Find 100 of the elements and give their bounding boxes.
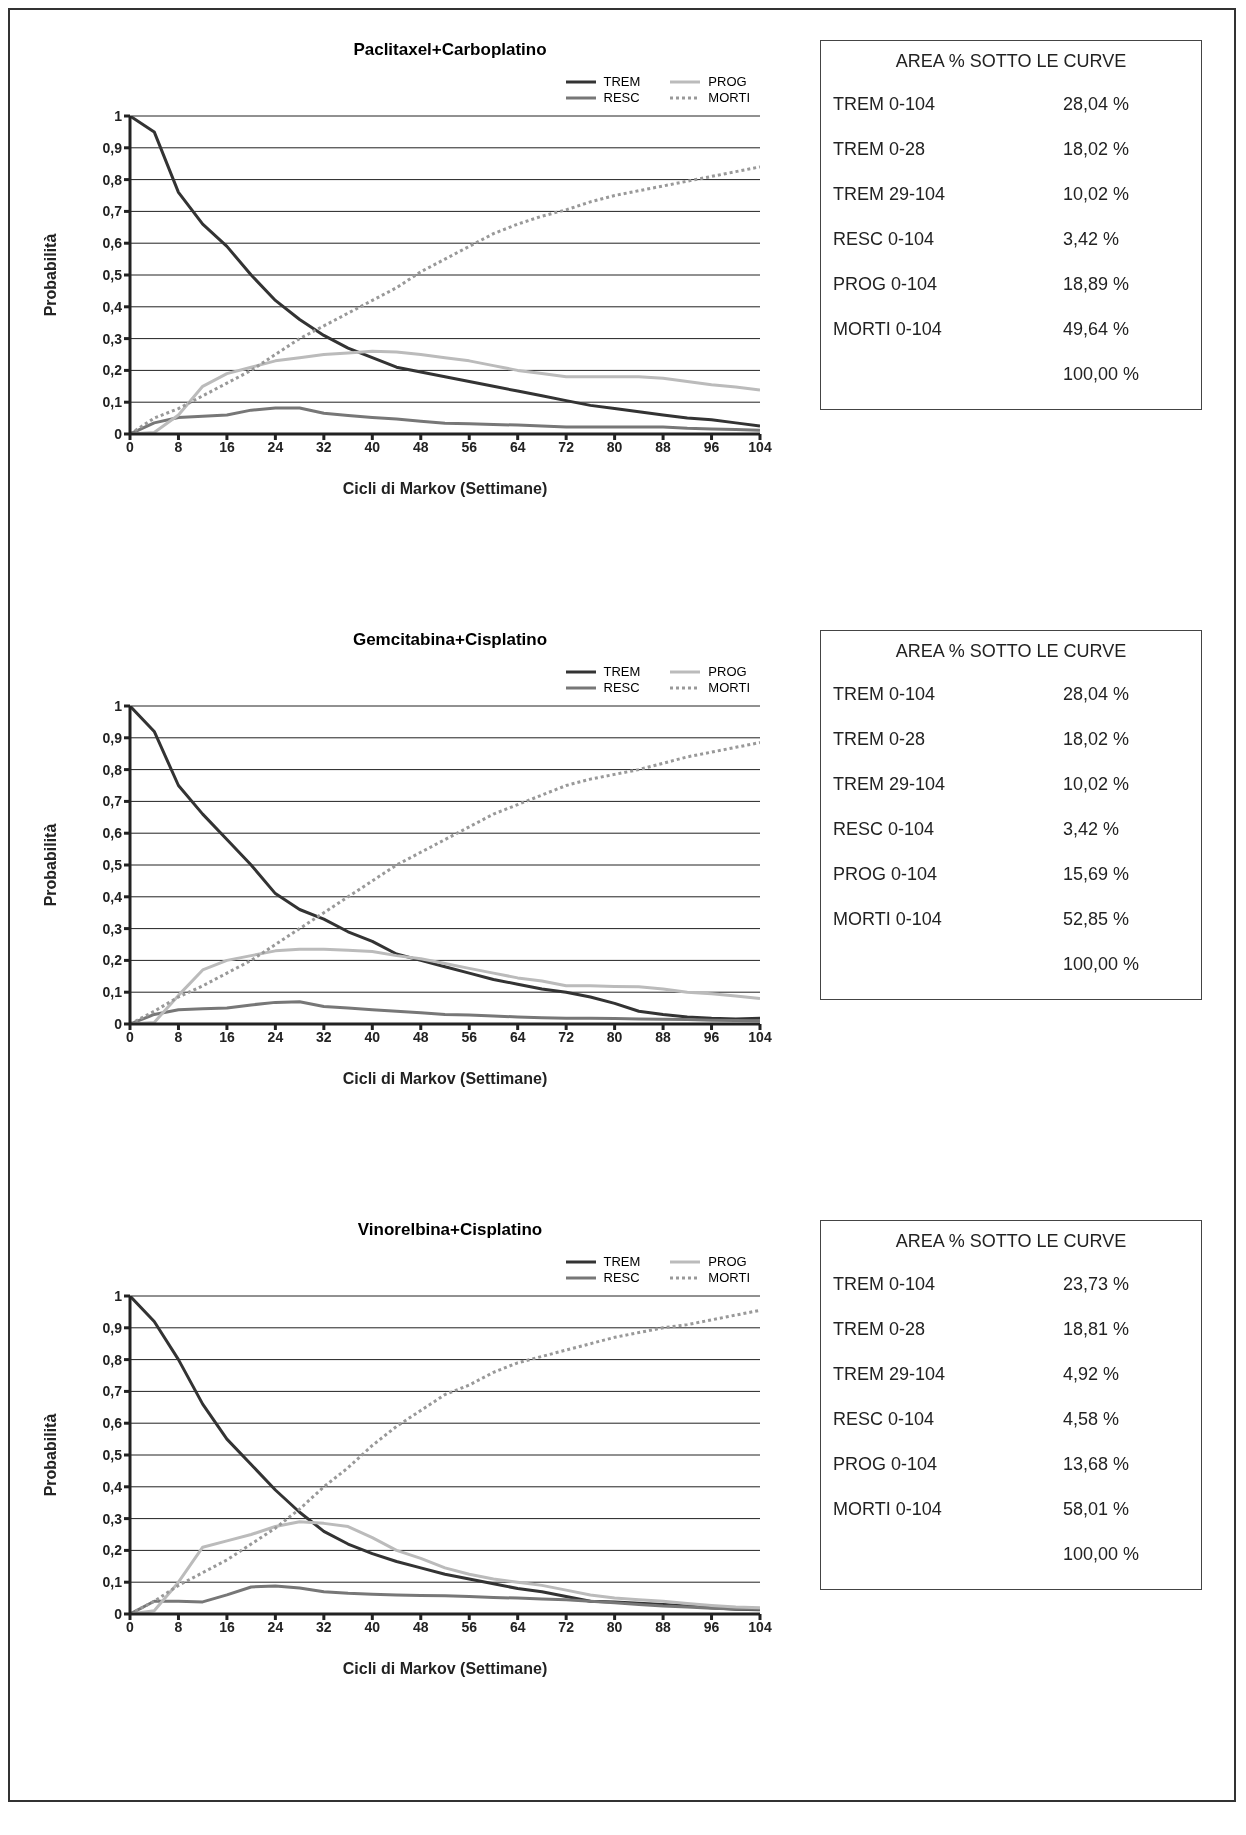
y-axis-title: Probabilità bbox=[41, 1413, 59, 1497]
chart-title: Vinorelbina+Cisplatino bbox=[356, 1220, 544, 1240]
category-label: TREM 0-104 bbox=[832, 684, 937, 705]
text: 15,69 % bbox=[1063, 864, 1130, 884]
y-tick-label: 0,4 bbox=[102, 1478, 123, 1495]
y-tick-label: 0,7 bbox=[102, 203, 123, 220]
x-tick-label: 72 bbox=[558, 1618, 575, 1635]
x-tick-label: 0 bbox=[126, 1028, 135, 1045]
y-tick-label: 0,8 bbox=[102, 761, 123, 778]
x-tick-label: 72 bbox=[558, 1028, 575, 1045]
x-tick-label: 88 bbox=[655, 438, 672, 455]
y-tick-label: 0,5 bbox=[102, 1446, 123, 1463]
text: 18,81 % bbox=[1063, 1319, 1130, 1339]
x-axis-title: Cicli di Markov (Settimane) bbox=[342, 1070, 548, 1087]
legend-label: PROG bbox=[708, 1254, 747, 1270]
category-label: TREM 0-28 bbox=[832, 1319, 927, 1340]
category-label: TREM 29-104 bbox=[832, 1364, 947, 1385]
x-tick-label: 16 bbox=[219, 1618, 235, 1635]
y-tick-label: 0,1 bbox=[102, 1574, 123, 1591]
y-tick-label: 0,2 bbox=[102, 362, 123, 379]
category-label: MORTI 0-104 bbox=[832, 909, 943, 930]
y-tick-label: 0,3 bbox=[102, 1510, 123, 1527]
text: 58,01 % bbox=[1063, 1499, 1130, 1519]
category-label: TREM 0-28 bbox=[832, 729, 927, 750]
x-tick-label: 48 bbox=[412, 1028, 429, 1045]
x-tick-label: 48 bbox=[412, 438, 429, 455]
text: 18,02 % bbox=[1063, 139, 1130, 159]
x-tick-label: 32 bbox=[316, 438, 332, 455]
y-tick-label: 1 bbox=[114, 697, 123, 714]
y-tick-label: 0,3 bbox=[102, 330, 123, 347]
text: 10,02 % bbox=[1063, 774, 1130, 794]
legend-label: RESC bbox=[603, 680, 640, 696]
y-tick-label: 0,6 bbox=[102, 1415, 123, 1432]
y-tick-label: 0 bbox=[114, 425, 123, 442]
category-label: TREM 0-104 bbox=[832, 94, 937, 115]
category-label: MORTI 0-104 bbox=[832, 1499, 943, 1520]
x-tick-label: 56 bbox=[461, 438, 478, 455]
legend-label: TREM bbox=[603, 664, 641, 680]
x-tick-label: 96 bbox=[703, 1028, 720, 1045]
x-tick-label: 104 bbox=[748, 1618, 772, 1635]
category-label: RESC 0-104 bbox=[832, 1409, 936, 1430]
category-label: RESC 0-104 bbox=[832, 229, 936, 250]
y-tick-label: 0,4 bbox=[102, 298, 123, 315]
chart-title: Gemcitabina+Cisplatino bbox=[351, 630, 549, 650]
y-tick-label: 0,2 bbox=[102, 1542, 123, 1559]
text: 13,68 % bbox=[1063, 1454, 1130, 1474]
x-tick-label: 40 bbox=[364, 1028, 381, 1045]
text: 100,00 % bbox=[1063, 1544, 1140, 1564]
x-tick-label: 80 bbox=[606, 438, 623, 455]
legend-label: TREM bbox=[603, 1254, 641, 1270]
y-axis-title: Probabilità bbox=[41, 233, 59, 317]
x-tick-label: 16 bbox=[219, 438, 235, 455]
x-tick-label: 64 bbox=[509, 1028, 526, 1045]
y-axis-title: Probabilità bbox=[41, 823, 59, 907]
x-tick-label: 104 bbox=[748, 438, 772, 455]
y-tick-label: 1 bbox=[114, 1287, 123, 1304]
category-label: TREM 29-104 bbox=[832, 774, 947, 795]
y-tick-label: 0,2 bbox=[102, 952, 123, 969]
x-tick-label: 64 bbox=[509, 438, 526, 455]
y-tick-label: 0,9 bbox=[102, 1319, 123, 1336]
x-tick-label: 96 bbox=[703, 1618, 720, 1635]
category-label: MORTI 0-104 bbox=[832, 319, 943, 340]
legend-label: RESC bbox=[603, 1270, 640, 1286]
y-tick-label: 0,6 bbox=[102, 235, 123, 252]
x-tick-label: 24 bbox=[267, 1618, 284, 1635]
x-tick-label: 0 bbox=[126, 1618, 135, 1635]
y-tick-label: 0 bbox=[114, 1605, 123, 1622]
text: 18,89 % bbox=[1063, 274, 1130, 294]
text: 23,73 % bbox=[1063, 1274, 1130, 1294]
x-tick-label: 64 bbox=[509, 1618, 526, 1635]
x-tick-label: 40 bbox=[364, 438, 381, 455]
x-tick-label: 88 bbox=[655, 1028, 672, 1045]
x-tick-label: 80 bbox=[606, 1028, 623, 1045]
text: 28,04 % bbox=[1063, 94, 1130, 114]
x-tick-label: 8 bbox=[174, 438, 183, 455]
text: 100,00 % bbox=[1063, 364, 1140, 384]
x-tick-label: 88 bbox=[655, 1618, 672, 1635]
y-tick-label: 0,7 bbox=[102, 1383, 123, 1400]
legend-label: RESC bbox=[603, 90, 640, 106]
text: 4,58 % bbox=[1063, 1409, 1120, 1429]
category-label: TREM 0-28 bbox=[832, 139, 927, 160]
text: 52,85 % bbox=[1063, 909, 1130, 929]
y-tick-label: 0,3 bbox=[102, 920, 123, 937]
x-tick-label: 0 bbox=[126, 438, 135, 455]
x-axis-title: Cicli di Markov (Settimane) bbox=[342, 1660, 548, 1677]
text: 4,92 % bbox=[1063, 1364, 1120, 1384]
y-tick-label: 0,5 bbox=[102, 266, 123, 283]
x-tick-label: 56 bbox=[461, 1618, 478, 1635]
text: 10,02 % bbox=[1063, 184, 1130, 204]
category-label: RESC 0-104 bbox=[832, 819, 936, 840]
x-tick-label: 96 bbox=[703, 438, 720, 455]
text: AREA % SOTTO LE CURVE bbox=[894, 51, 1128, 72]
text: 100,00 % bbox=[1063, 954, 1140, 974]
y-tick-label: 0,7 bbox=[102, 793, 123, 810]
category-label: TREM 29-104 bbox=[832, 184, 947, 205]
x-tick-label: 24 bbox=[267, 438, 284, 455]
category-label: PROG 0-104 bbox=[832, 864, 939, 885]
text: 3,42 % bbox=[1063, 819, 1120, 839]
legend-label: TREM bbox=[603, 74, 641, 90]
y-tick-label: 0,1 bbox=[102, 394, 123, 411]
